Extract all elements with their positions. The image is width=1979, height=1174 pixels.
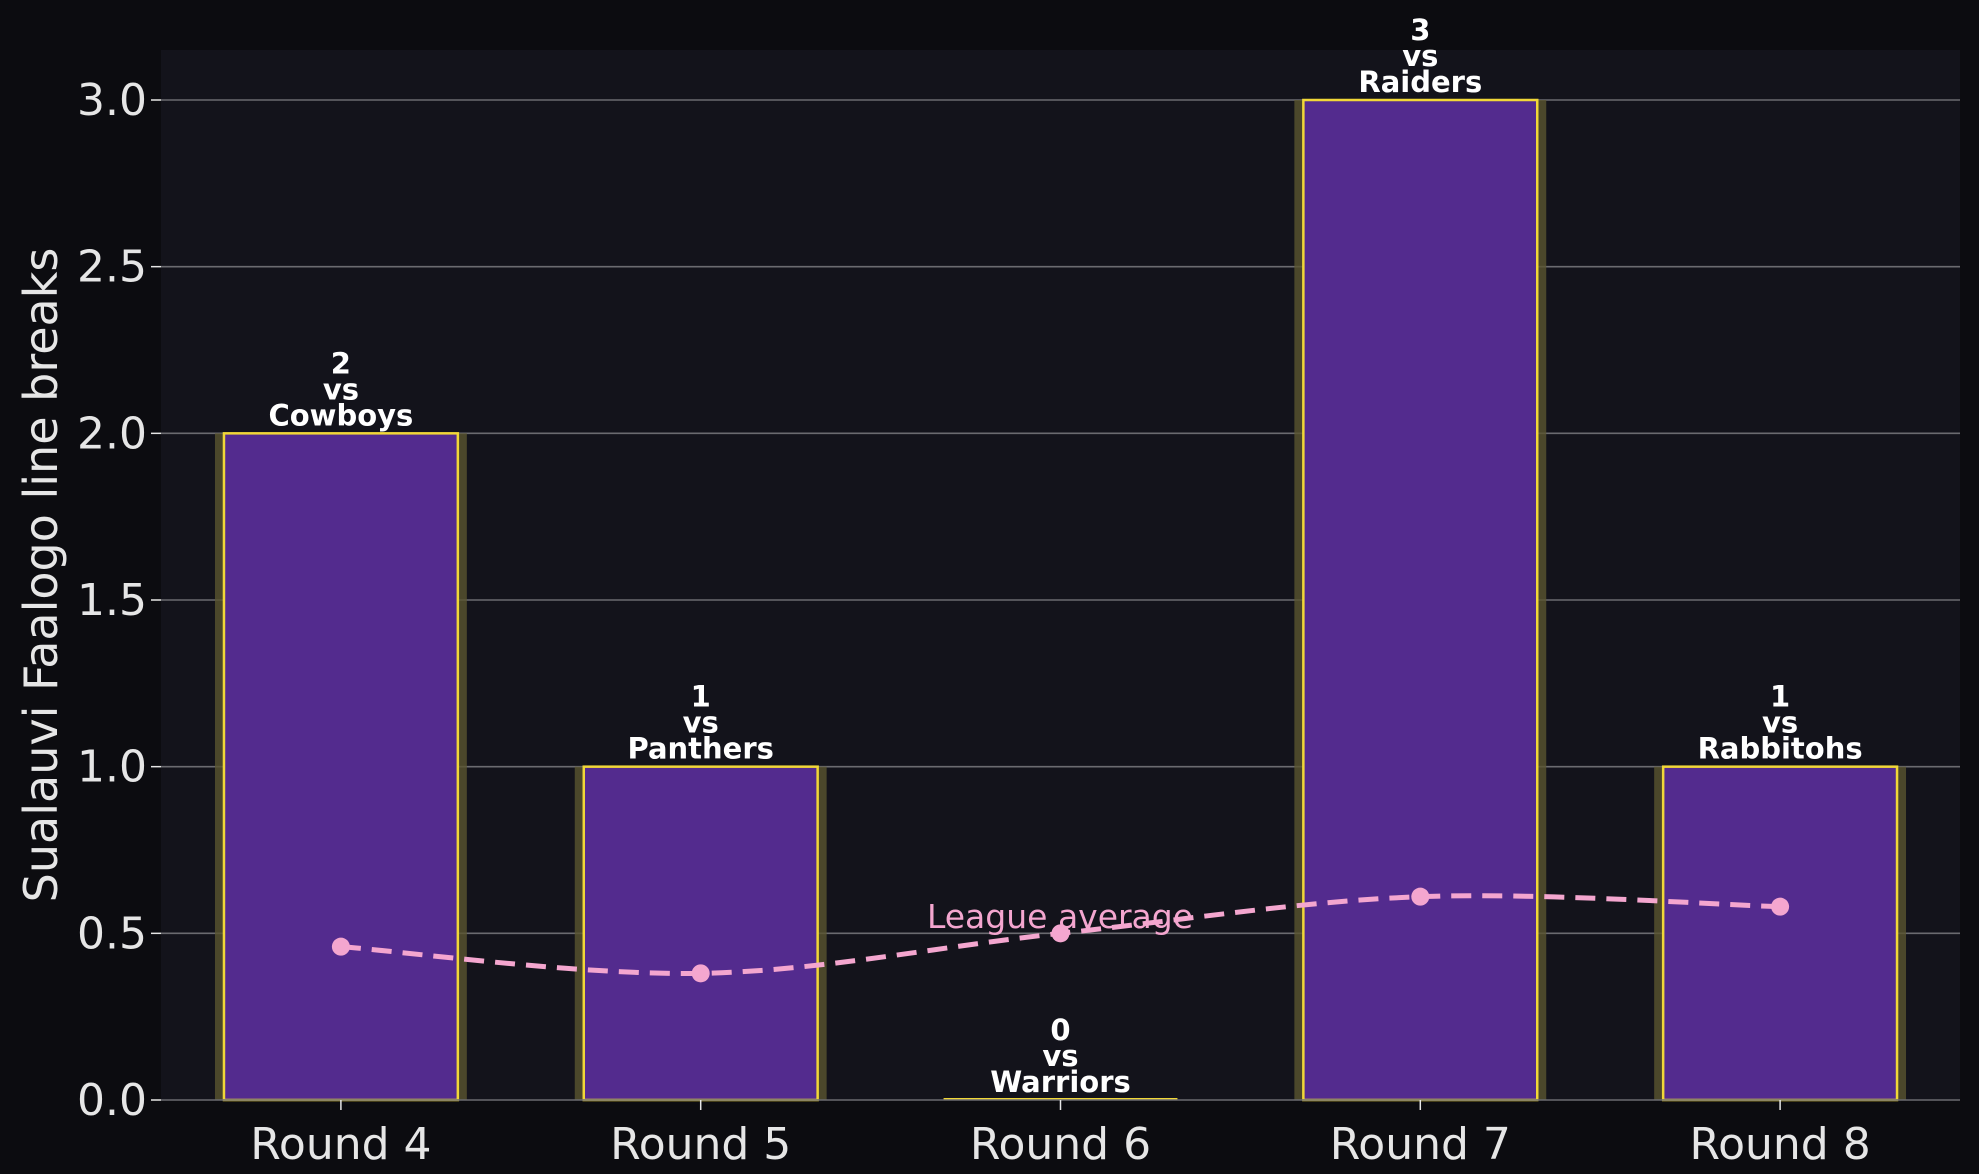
- bar-label: vs: [1402, 39, 1438, 73]
- league-average-point: [1771, 897, 1790, 916]
- bar-label: 0: [1050, 1013, 1070, 1047]
- y-axis-label: Sualauvi Faalogo line breaks: [14, 248, 68, 903]
- bar-label: 3: [1410, 13, 1430, 47]
- bar-label: Cowboys: [268, 398, 413, 432]
- bar: [222, 432, 460, 1102]
- league-average-line: [331, 887, 1790, 983]
- bar-label: Raiders: [1358, 65, 1482, 99]
- x-tick-label: Round 5: [610, 1119, 791, 1170]
- x-tick-label: Round 4: [250, 1119, 431, 1170]
- bar: [1302, 98, 1539, 1102]
- bar-label: vs: [1762, 706, 1798, 740]
- bar-labels: 2vsCowboys1vsPanthers0vsWarriors3vsRaide…: [268, 13, 1862, 1099]
- league-average-point: [1051, 924, 1070, 943]
- y-tick-label: 0.0: [77, 1075, 147, 1126]
- y-tick-label: 2.5: [77, 242, 147, 293]
- axes: 0.0 0.5 1.0 1.5 2.0 2.5 3.0 Round 4 Round 5 Round…: [77, 75, 1960, 1170]
- league-average-label: League average: [927, 897, 1193, 936]
- y-tick-label: 1.0: [77, 742, 147, 793]
- league-average-point: [1411, 887, 1430, 906]
- x-tick-label: Round 7: [1330, 1119, 1511, 1170]
- bars: [214, 98, 1907, 1102]
- y-tick-label: 3.0: [77, 75, 147, 126]
- bar-label: 1: [1770, 680, 1790, 714]
- bar-label: vs: [323, 372, 359, 406]
- y-tick-label: 0.5: [77, 908, 147, 959]
- bar-label: Rabbitohs: [1698, 732, 1863, 766]
- bar: [582, 765, 819, 1102]
- bar-label: 1: [691, 680, 711, 714]
- x-tick-label: Round 6: [970, 1119, 1151, 1170]
- league-average-point: [691, 964, 710, 983]
- bar-label: 2: [331, 346, 351, 380]
- bar-label: Warriors: [990, 1065, 1131, 1099]
- bar: [1661, 765, 1899, 1102]
- bar-label: vs: [1042, 1039, 1078, 1073]
- league-average-point: [331, 937, 350, 956]
- y-tick-label: 2.0: [77, 408, 147, 459]
- bar-label: vs: [683, 706, 719, 740]
- x-tick-label: Round 8: [1689, 1119, 1870, 1170]
- y-tick-label: 1.5: [77, 575, 147, 626]
- bar-label: Panthers: [627, 732, 773, 766]
